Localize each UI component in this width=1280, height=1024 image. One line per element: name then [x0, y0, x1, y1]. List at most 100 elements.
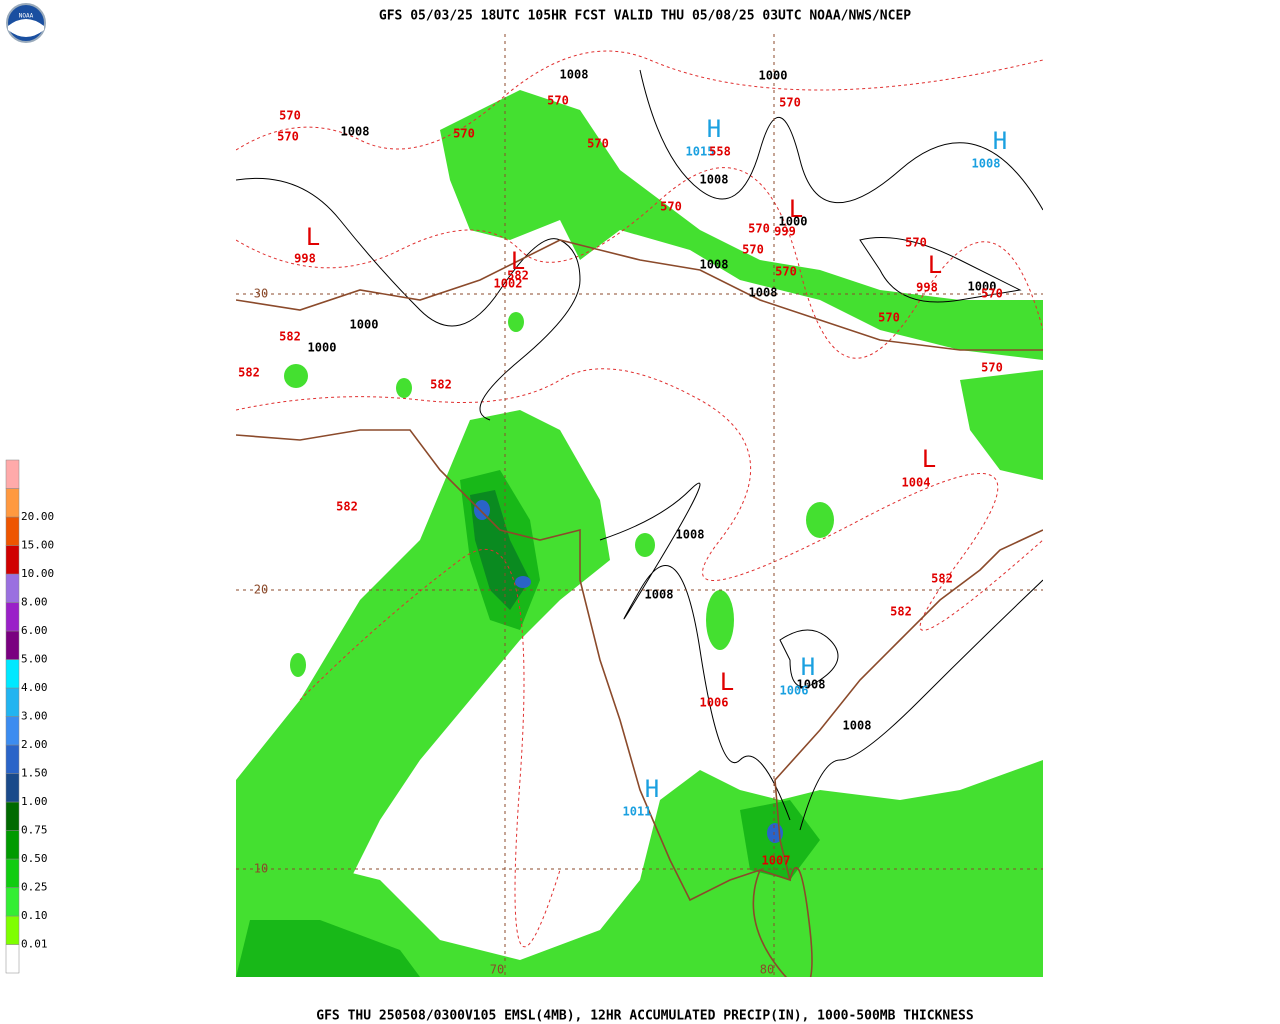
legend-label: 0.10: [21, 909, 48, 922]
legend-label: 1.00: [21, 795, 48, 808]
contour-label: 570: [277, 130, 299, 144]
pressure-center: L: [720, 668, 734, 696]
footer-text: GFS THU 250508/0300V105 EMSL(4MB), 12HR …: [316, 1009, 974, 1024]
legend-label: 20.00: [21, 510, 54, 523]
contour-label: 1008: [700, 173, 729, 187]
legend-swatch: [5, 659, 20, 689]
pressure-center: L: [511, 247, 525, 275]
contour-label: 1008: [843, 719, 872, 733]
legend-label: 3.00: [21, 710, 48, 723]
contour-label: 570: [779, 96, 801, 110]
contour-label: 1008: [341, 125, 370, 139]
thickness-contours: [236, 50, 1043, 948]
grid-label: 20: [254, 583, 268, 597]
contour-label: 570: [878, 311, 900, 325]
contour-label: 570: [775, 265, 797, 279]
legend-label: 0.25: [21, 881, 48, 894]
header-title: GFS 05/03/25 18UTC 105HR FCST VALID THU …: [379, 9, 911, 24]
legend-label: 6.00: [21, 624, 48, 637]
legend-swatch: [5, 488, 20, 518]
pressure-center: H: [801, 653, 815, 681]
contour-label: 570: [981, 361, 1003, 375]
legend-swatch: [5, 801, 20, 831]
legend: 0.01 0.10 0.25 0.50 0.75 1.00 1.50 2.00 3.00 4.00…: [5, 459, 54, 974]
contour-label: 1000: [350, 318, 379, 332]
contour-label: 570: [742, 243, 764, 257]
pressure-center: L: [789, 195, 803, 223]
legend-label: 0.01: [21, 938, 48, 951]
contour-label: 1008: [700, 258, 729, 272]
contour-label: 570: [279, 109, 301, 123]
contour-label: 1000: [779, 215, 808, 229]
contour-label: 998: [916, 281, 938, 295]
contour-label: 582: [507, 269, 529, 283]
pressure-contours: [236, 69, 1043, 831]
contour-label: 570: [905, 236, 927, 250]
contour-label: 1000: [968, 280, 997, 294]
contour-label: 1004: [902, 476, 931, 490]
contour-label: 1006: [780, 684, 809, 698]
contour-label: 1000: [308, 341, 337, 355]
legend-swatch: [5, 602, 20, 632]
contour-label: 582: [336, 500, 358, 514]
legend-swatch: [5, 744, 20, 774]
legend-swatch: [5, 830, 20, 860]
contour-label: 1015: [686, 145, 715, 159]
contour-label: 999: [774, 225, 796, 239]
legend-label: 15.00: [21, 539, 54, 552]
pressure-center: H: [993, 127, 1007, 155]
precip: [236, 90, 1043, 977]
grid: 30 20 10 70 80: [236, 34, 1043, 977]
legend-swatch: [5, 687, 20, 717]
contour-label: 570: [587, 137, 609, 151]
legend-swatch: [5, 716, 20, 746]
legend-swatch: [5, 915, 20, 945]
grid-label: 30: [254, 287, 268, 301]
map: 30 20 10 70 80 L L L L L L H H H H 1008 1000 1008 1015 100…: [236, 34, 1043, 977]
grid-label: 80: [760, 963, 774, 977]
legend-label: 10.00: [21, 567, 54, 580]
legend-swatch: [5, 459, 20, 489]
contour-label: 1011: [623, 805, 652, 819]
contour-label: 558: [709, 145, 731, 159]
contour-label: 1008: [972, 157, 1001, 171]
contour-label: 1008: [645, 588, 674, 602]
contour-label: 582: [430, 378, 452, 392]
legend-label: 0.75: [21, 824, 48, 837]
contour-label: 570: [660, 200, 682, 214]
legend-swatch: [5, 516, 20, 546]
legend-label: 0.50: [21, 852, 48, 865]
contour-label: 1008: [676, 528, 705, 542]
legend-label: 1.50: [21, 767, 48, 780]
contour-label: 1008: [560, 68, 589, 82]
legend-swatch: [5, 887, 20, 917]
grid-label: 10: [254, 862, 268, 876]
contour-label: 570: [981, 287, 1003, 301]
legend-label: 4.00: [21, 681, 48, 694]
contour-label: 570: [547, 94, 569, 108]
logo: NOAA: [6, 3, 46, 43]
contour-label: 1002: [494, 277, 523, 291]
pressure-center: L: [928, 251, 942, 279]
legend-swatch: [5, 630, 20, 660]
legend-label: 8.00: [21, 596, 48, 609]
pressure-center: H: [645, 775, 659, 803]
legend-swatch: [5, 944, 20, 974]
contour-label: 1000: [759, 69, 788, 83]
grid-label: 70: [490, 963, 504, 977]
contour-label: 582: [931, 572, 953, 586]
contour-label: 582: [890, 605, 912, 619]
pressure-center: H: [707, 115, 721, 143]
contour-label: 570: [748, 222, 770, 236]
pressure-center: L: [306, 223, 320, 251]
contour-label: 570: [453, 127, 475, 141]
contour-label: 998: [294, 252, 316, 266]
legend-label: 2.00: [21, 738, 48, 751]
pressure-center: L: [922, 445, 936, 473]
contour-label: 582: [279, 330, 301, 344]
coastline: [236, 239, 1043, 977]
legend-swatch: [5, 858, 20, 888]
contour-label: 582: [238, 366, 260, 380]
